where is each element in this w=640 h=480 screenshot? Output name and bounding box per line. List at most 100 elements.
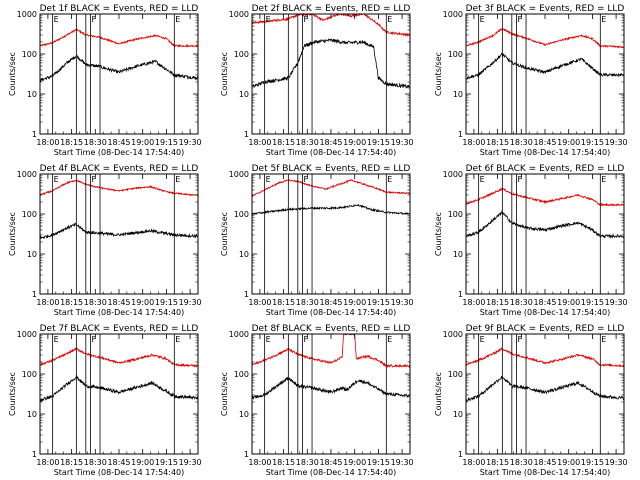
panel-3-series-lld xyxy=(465,28,625,49)
panel-7-ytick-label-1000: 1000 xyxy=(17,330,37,339)
panel-4-xlabel: Start Time (08-Dec-14 17:54:40) xyxy=(54,308,185,317)
panel-4-marker-label-6: E xyxy=(175,175,180,184)
panel-3-marker-label-6: E xyxy=(601,15,606,24)
panel-9-series-events xyxy=(465,375,625,402)
panel-1-ytick-label-1: 1 xyxy=(32,130,37,139)
panel-7-xtick-label-19:30: 19:30 xyxy=(179,458,202,467)
panel-7-xtick-label-18:30: 18:30 xyxy=(84,458,107,467)
panel-6-ytick-label-100: 100 xyxy=(448,210,463,219)
panel-3-xtick-label-18:30: 18:30 xyxy=(510,138,533,147)
panel-7-series-events xyxy=(39,374,199,403)
panel-4-series-lld xyxy=(39,179,199,197)
panel-5-marker-label-6: E xyxy=(387,175,392,184)
panel-6-xtick-label-18:00: 18:00 xyxy=(462,298,485,307)
panel-4-xtick-label-18:45: 18:45 xyxy=(107,298,130,307)
panel-7-xtick-label-18:45: 18:45 xyxy=(107,458,130,467)
panel-3-xtick-label-19:30: 19:30 xyxy=(605,138,628,147)
panel-6-ytick-label-1: 1 xyxy=(458,290,463,299)
panel-2-ylabel: Counts/sec xyxy=(220,52,229,96)
panel-9-ytick-label-1000: 1000 xyxy=(443,330,463,339)
panel-4-xtick-label-18:15: 18:15 xyxy=(60,298,83,307)
panel-2-xtick-label-19:00: 19:00 xyxy=(343,138,366,147)
panel-1-series-events xyxy=(39,54,199,83)
panel-5-xtick-label-18:45: 18:45 xyxy=(319,298,342,307)
panel-6-xtick-label-19:30: 19:30 xyxy=(605,298,628,307)
panel-1-ytick-label-10: 10 xyxy=(27,90,37,99)
panel-4-ytick-label-1000: 1000 xyxy=(17,170,37,179)
panel-4-xtick-label-19:00: 19:00 xyxy=(131,298,154,307)
panel-3-xtick-label-18:15: 18:15 xyxy=(486,138,509,147)
panel-5-xlabel: Start Time (08-Dec-14 17:54:40) xyxy=(266,308,397,317)
panel-9-xtick-label-19:30: 19:30 xyxy=(605,458,628,467)
panel-5-series-events xyxy=(251,204,411,216)
panel-8-xtick-label-18:00: 18:00 xyxy=(248,458,271,467)
panel-9-xlabel: Start Time (08-Dec-14 17:54:40) xyxy=(480,468,611,477)
panel-8-ytick-label-100: 100 xyxy=(234,370,249,379)
panel-9-xtick-label-18:00: 18:00 xyxy=(462,458,485,467)
panel-8-ytick-label-1000: 1000 xyxy=(229,330,249,339)
panel-2-marker-label-1: E xyxy=(266,15,271,24)
panel-5-ytick-label-100: 100 xyxy=(234,210,249,219)
panel-8-xtick-label-18:15: 18:15 xyxy=(272,458,295,467)
panel-8-xlabel: Start Time (08-Dec-14 17:54:40) xyxy=(266,468,397,477)
panel-8-ylabel: Counts/sec xyxy=(220,372,229,416)
panel-9-xtick-label-19:15: 19:15 xyxy=(581,458,604,467)
panel-7-xtick-label-18:15: 18:15 xyxy=(60,458,83,467)
panel-5-xtick-label-18:30: 18:30 xyxy=(296,298,319,307)
panel-7-xtick-label-18:00: 18:00 xyxy=(36,458,59,467)
panel-8-marker-label-6: E xyxy=(387,335,392,344)
panel-8-series-events xyxy=(251,376,411,400)
panel-1-xtick-label-18:15: 18:15 xyxy=(60,138,83,147)
panel-7-ytick-label-10: 10 xyxy=(27,410,37,419)
panel-3-ytick-label-1: 1 xyxy=(458,130,463,139)
panel-1-title: Det 1f BLACK = Events, RED = LLD xyxy=(40,4,199,14)
panel-2-series-events xyxy=(251,38,411,90)
panel-7-series-lld xyxy=(39,347,199,368)
panel-4-xtick-label-18:30: 18:30 xyxy=(84,298,107,307)
panel-3-ylabel: Counts/sec xyxy=(434,52,443,96)
panel-7-title: Det 7f BLACK = Events, RED = LLD xyxy=(40,324,199,334)
panel-2-ytick-label-100: 100 xyxy=(234,50,249,59)
panel-7-ytick-label-1: 1 xyxy=(32,450,37,459)
panel-6-series-events xyxy=(465,209,625,239)
panel-8-marker-label-1: E xyxy=(266,335,271,344)
panel-2-marker-label-4: F xyxy=(304,15,309,24)
panel-2-xlabel: Start Time (08-Dec-14 17:54:40) xyxy=(266,148,397,157)
panel-8-title: Det 8f BLACK = Events, RED = LLD xyxy=(252,324,411,334)
panel-6-xlabel: Start Time (08-Dec-14 17:54:40) xyxy=(480,308,611,317)
panel-1-marker-label-1: E xyxy=(54,15,59,24)
panel-1-xtick-label-18:30: 18:30 xyxy=(84,138,107,147)
panel-9-marker-label-6: E xyxy=(601,335,606,344)
panel-1-series-lld xyxy=(39,28,199,48)
panel-4-title: Det 4f BLACK = Events, RED = LLD xyxy=(40,164,199,174)
panel-7-marker-label-6: E xyxy=(175,335,180,344)
panel-3-ytick-label-100: 100 xyxy=(448,50,463,59)
panel-6-xtick-label-18:45: 18:45 xyxy=(533,298,556,307)
panel-8-ytick-label-10: 10 xyxy=(239,410,249,419)
panel-6-marker-label-6: E xyxy=(601,175,606,184)
panel-7-marker-label-4: F xyxy=(92,335,97,344)
panel-1-xtick-label-19:00: 19:00 xyxy=(131,138,154,147)
panel-6-xtick-label-18:15: 18:15 xyxy=(486,298,509,307)
panel-4-xtick-label-19:15: 19:15 xyxy=(155,298,178,307)
panel-5-xtick-label-18:15: 18:15 xyxy=(272,298,295,307)
panel-3-xlabel: Start Time (08-Dec-14 17:54:40) xyxy=(480,148,611,157)
panel-4-marker-label-4: F xyxy=(92,175,97,184)
panel-8-ytick-label-1: 1 xyxy=(244,450,249,459)
panel-5-xtick-label-19:00: 19:00 xyxy=(343,298,366,307)
panel-5-marker-label-4: F xyxy=(304,175,309,184)
panel-1-ylabel: Counts/sec xyxy=(8,52,17,96)
panel-7-ytick-label-100: 100 xyxy=(22,370,37,379)
panel-8-xtick-label-18:30: 18:30 xyxy=(296,458,319,467)
panel-3-title: Det 3f BLACK = Events, RED = LLD xyxy=(466,4,625,14)
panel-2-title: Det 2f BLACK = Events, RED = LLD xyxy=(252,4,411,14)
panel-2-marker-label-6: E xyxy=(387,15,392,24)
panel-9-title: Det 9f BLACK = Events, RED = LLD xyxy=(466,324,625,334)
panel-4-xtick-label-18:00: 18:00 xyxy=(36,298,59,307)
panel-9-marker-label-4: F xyxy=(518,335,523,344)
panel-6-xtick-label-19:00: 19:00 xyxy=(557,298,580,307)
panel-1-marker-label-6: E xyxy=(175,15,180,24)
panel-4-ylabel: Counts/sec xyxy=(8,212,17,256)
panel-5-xtick-label-18:00: 18:00 xyxy=(248,298,271,307)
